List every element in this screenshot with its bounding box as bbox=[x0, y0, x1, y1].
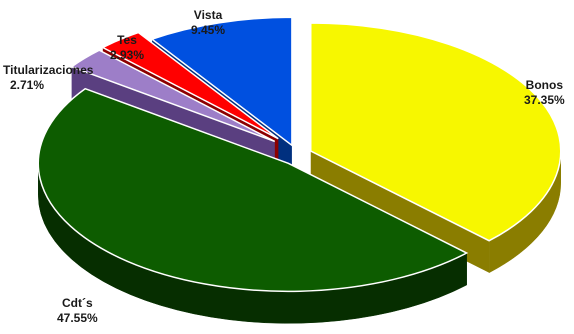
slice-vista bbox=[150, 16, 293, 147]
slice-bonos bbox=[310, 22, 562, 242]
label-cdts-value: 47.55% bbox=[57, 311, 98, 325]
slice-cdts bbox=[37, 87, 469, 293]
label-bonos: Bonos 37.35% bbox=[524, 78, 565, 108]
slice-titularizaciones bbox=[70, 49, 276, 143]
label-titularizaciones-value: 2.71% bbox=[10, 78, 45, 92]
label-titularizaciones: Titularizaciones 2.71% bbox=[3, 63, 93, 93]
label-bonos-name: Bonos bbox=[525, 78, 564, 92]
label-vista: Vista 9.45% bbox=[191, 8, 225, 38]
label-cdts-name: Cdt´s bbox=[62, 296, 93, 310]
label-titularizaciones-name: Titularizaciones bbox=[3, 63, 94, 77]
label-tes-name: Tes bbox=[117, 33, 137, 47]
label-vista-value: 9.45% bbox=[191, 23, 226, 37]
slice-tes bbox=[101, 31, 279, 140]
label-bonos-value: 37.35% bbox=[524, 93, 565, 107]
label-tes-value: 2.93% bbox=[110, 48, 145, 62]
label-cdts: Cdt´s 47.55% bbox=[57, 296, 98, 326]
label-tes: Tes 2.93% bbox=[110, 33, 144, 63]
label-vista-name: Vista bbox=[193, 8, 223, 22]
